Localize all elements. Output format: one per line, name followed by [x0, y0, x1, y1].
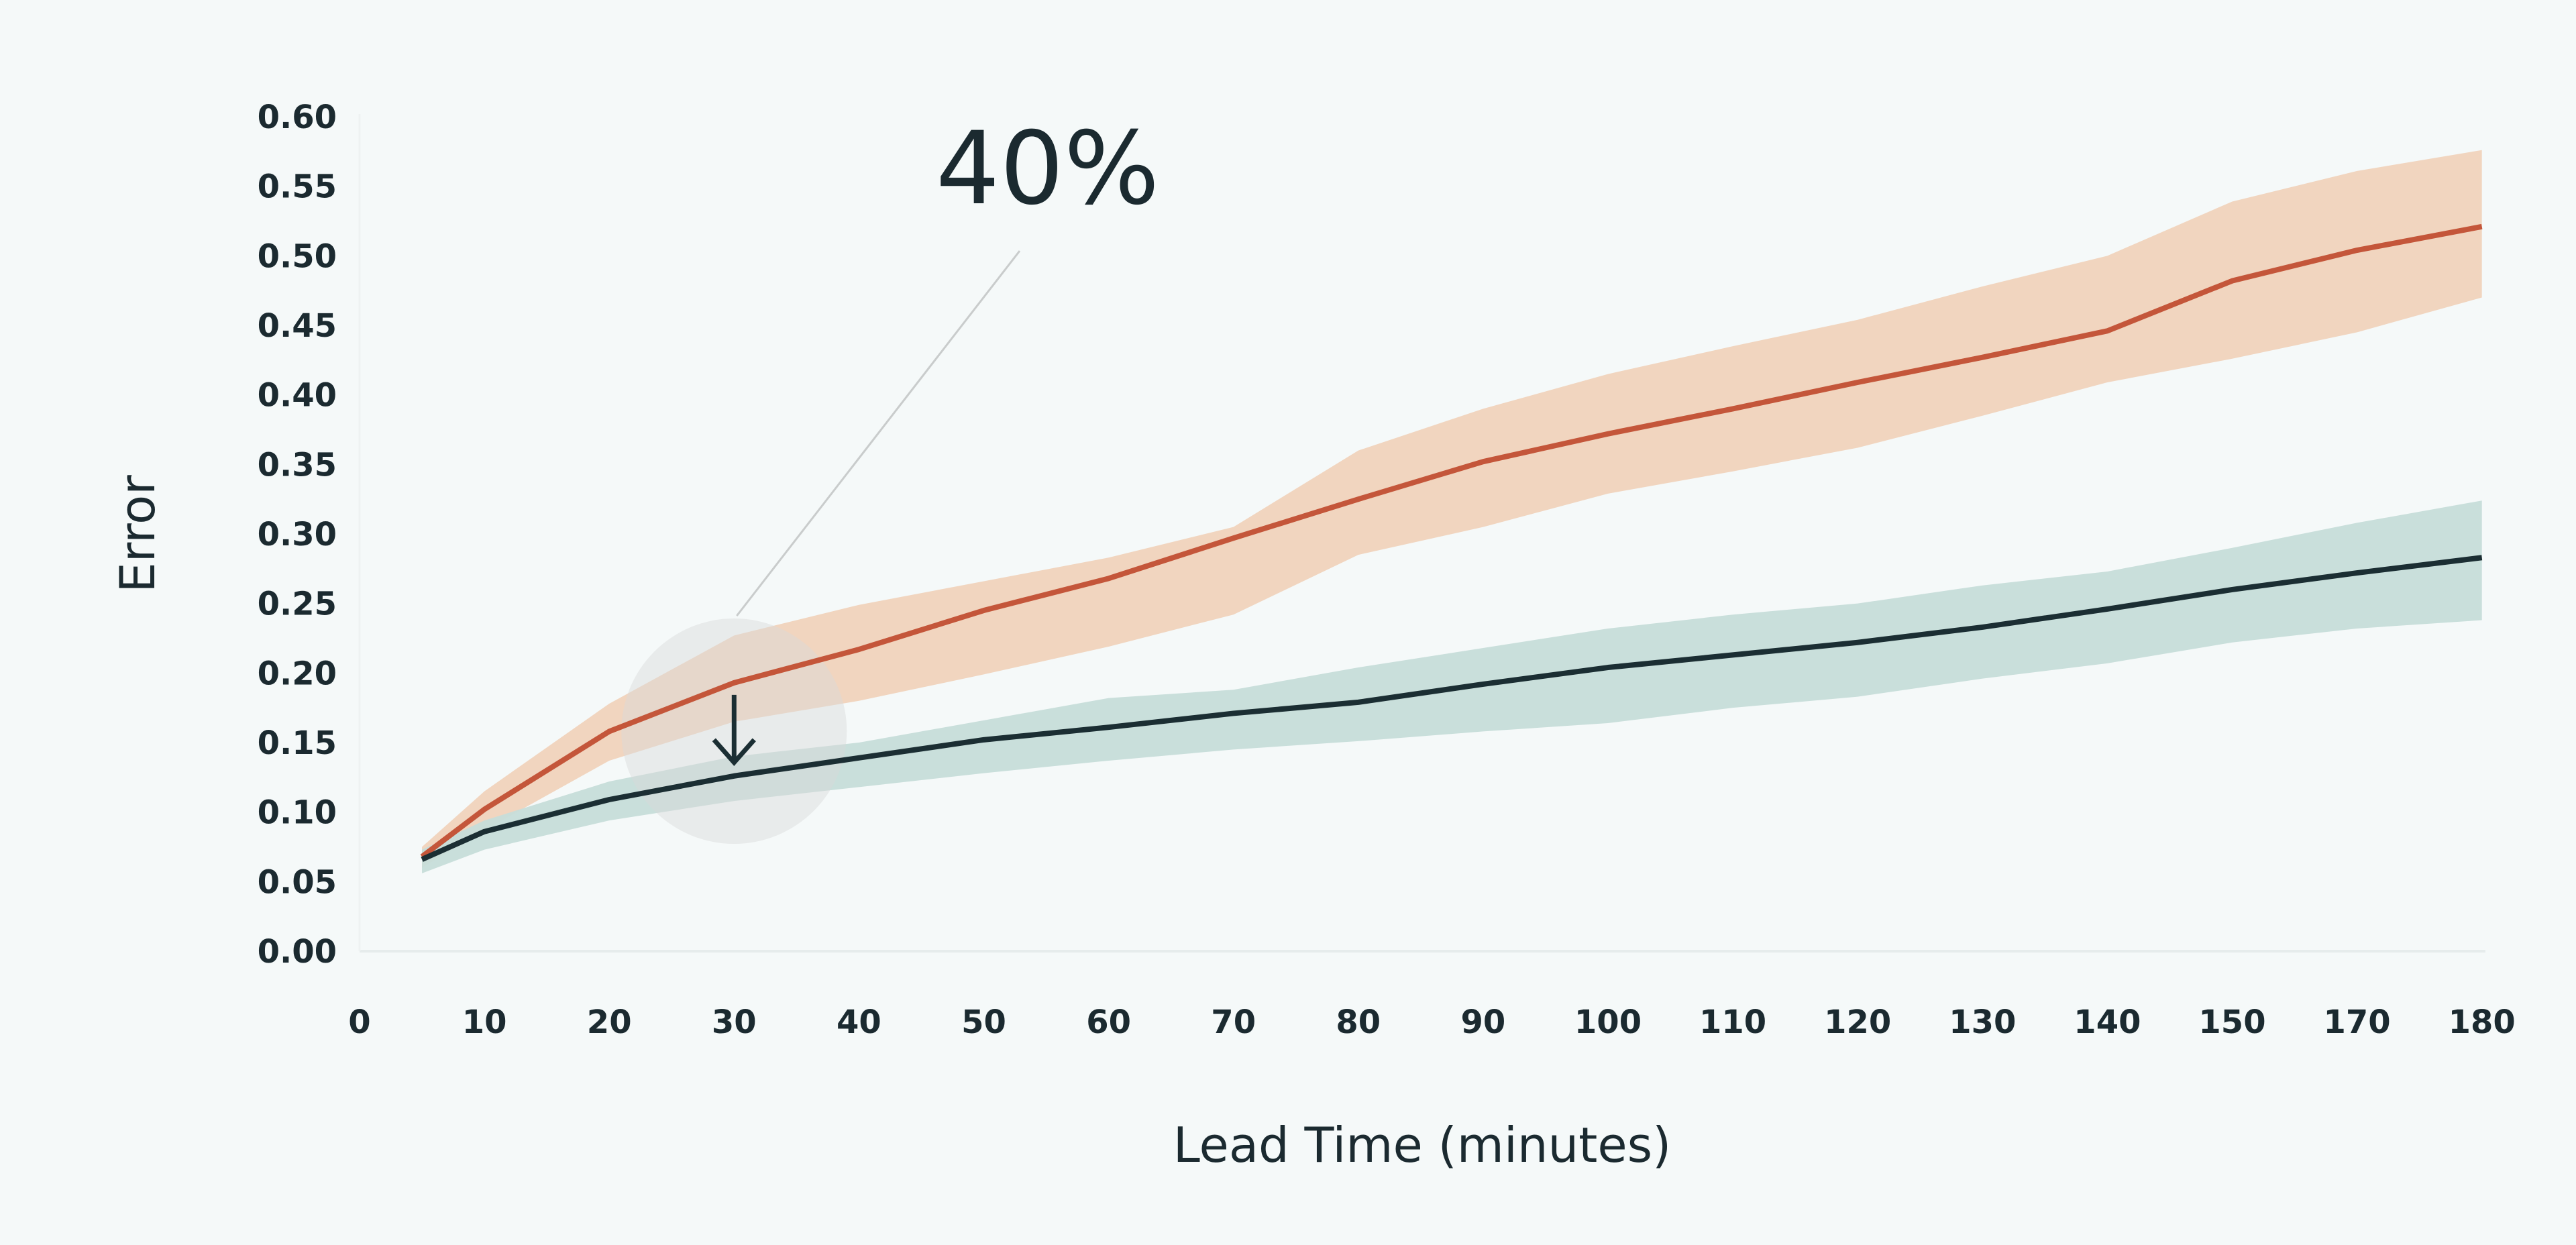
x-tick-label: 110	[1699, 1004, 1766, 1041]
x-tick-label: 80	[1336, 1004, 1381, 1041]
y-tick-label: 0.60	[258, 99, 337, 136]
x-tick-labels: 0 10 20 30 40 50 60 70 80 90 100 110 120 130 140 150 170…	[348, 1004, 2516, 1041]
series-lines	[420, 223, 2483, 862]
x-tick-label: 120	[1824, 1004, 1891, 1041]
x-tick-label: 40	[837, 1004, 881, 1041]
y-tick-label: 0.45	[258, 307, 337, 345]
x-tick-label: 50	[961, 1004, 1006, 1041]
y-tick-label: 0.25	[258, 586, 337, 623]
annotation-label: 40%	[936, 111, 1159, 227]
arrow-head-icon	[712, 738, 756, 767]
y-tick-label: 0.00	[258, 933, 337, 971]
x-tick-label: 20	[587, 1004, 632, 1041]
leader-line	[736, 250, 1021, 616]
y-tick-label: 0.55	[258, 168, 337, 206]
x-tick-label: 10	[462, 1004, 507, 1041]
x-tick-label: 100	[1574, 1004, 1642, 1041]
x-tick-label: 140	[2074, 1004, 2141, 1041]
y-axis-title: Error	[109, 475, 166, 593]
y-tick-label: 0.30	[258, 516, 337, 553]
series-1-line	[421, 555, 2483, 862]
x-axis-title: Lead Time (minutes)	[1173, 1117, 1672, 1173]
y-tick-label: 0.15	[258, 724, 337, 762]
x-tick-label: 180	[2449, 1004, 2516, 1041]
x-tick-label: 130	[1949, 1004, 2016, 1041]
axes	[358, 114, 2485, 953]
x-tick-label: 70	[1211, 1004, 1256, 1041]
x-tick-label: 30	[712, 1004, 757, 1041]
x-tick-label: 170	[2323, 1004, 2390, 1041]
y-tick-label: 0.20	[258, 655, 337, 692]
y-tick-label: 0.05	[258, 863, 337, 901]
y-tick-label: 0.35	[258, 446, 337, 484]
x-tick-label: 90	[1461, 1004, 1506, 1041]
series-0-line	[420, 223, 2483, 859]
x-tick-label: 0	[348, 1004, 370, 1041]
x-tick-label: 60	[1086, 1004, 1131, 1041]
y-tick-label: 0.40	[258, 377, 337, 415]
annotation: 40%	[712, 111, 1159, 767]
y-tick-label: 0.50	[258, 237, 337, 275]
series-0-band	[422, 150, 2482, 868]
x-tick-label: 150	[2198, 1004, 2265, 1041]
y-tick-labels: 0.00 0.05 0.10 0.15 0.20 0.25 0.30 0.35 0.40 0.45…	[258, 99, 337, 971]
y-tick-label: 0.10	[258, 794, 337, 832]
